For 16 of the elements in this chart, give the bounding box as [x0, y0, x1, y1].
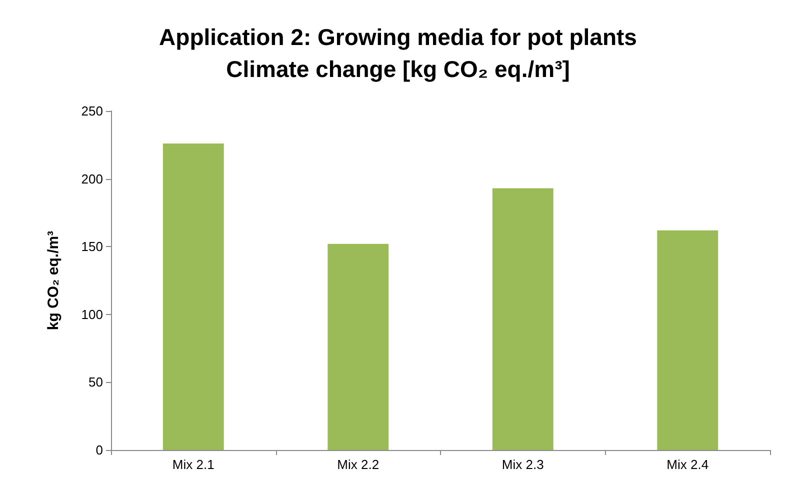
bar	[328, 244, 389, 450]
y-tick-label: 50	[88, 374, 103, 390]
bar	[492, 188, 554, 450]
chart-title: Application 2: Growing media for pot plants Climate change [kg CO₂ eq./m³]	[159, 24, 637, 82]
x-tick-label: Mix 2.4	[666, 457, 709, 472]
y-tick-label: 250	[81, 104, 103, 118]
bar	[162, 144, 224, 450]
y-tick-label: 150	[81, 239, 103, 254]
y-tick-label: 200	[81, 171, 103, 186]
x-tick-label: Mix 2.3	[502, 457, 544, 472]
y-axis-title: kg CO₂ eq./m³	[45, 230, 62, 330]
bar	[657, 230, 718, 450]
x-tick-label: Mix 2.1	[172, 457, 214, 472]
x-tick-label: Mix 2.2	[337, 457, 380, 472]
y-tick-label: 100	[81, 306, 103, 322]
y-tick-label: 0	[96, 442, 103, 458]
